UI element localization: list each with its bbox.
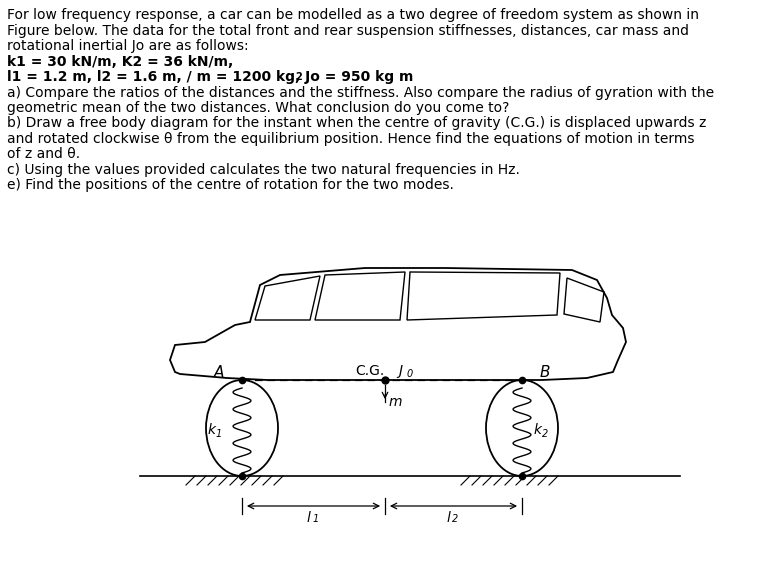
Text: C.G.: C.G.	[355, 364, 384, 378]
Text: geometric mean of the two distances. What conclusion do you come to?: geometric mean of the two distances. Wha…	[7, 101, 509, 115]
Text: k: k	[208, 423, 216, 437]
Text: B: B	[540, 365, 550, 380]
Text: Figure below. The data for the total front and rear suspension stiffnesses, dist: Figure below. The data for the total fro…	[7, 23, 689, 37]
Text: 1: 1	[313, 514, 319, 524]
Text: l: l	[307, 511, 310, 525]
Text: For low frequency response, a car can be modelled as a two degree of freedom sys: For low frequency response, a car can be…	[7, 8, 699, 22]
Text: l: l	[447, 511, 450, 525]
Text: e) Find the positions of the centre of rotation for the two modes.: e) Find the positions of the centre of r…	[7, 179, 454, 193]
Text: k: k	[534, 423, 542, 437]
Text: of z and θ.: of z and θ.	[7, 148, 80, 162]
Text: rotational inertial Jo are as follows:: rotational inertial Jo are as follows:	[7, 39, 248, 53]
Text: J: J	[398, 364, 402, 378]
Text: l1 = 1.2 m, l2 = 1.6 m, / m = 1200 kg, Jo = 950 kg m: l1 = 1.2 m, l2 = 1.6 m, / m = 1200 kg, J…	[7, 70, 413, 84]
Text: k1 = 30 kN/m, K2 = 36 kN/m,: k1 = 30 kN/m, K2 = 36 kN/m,	[7, 54, 233, 68]
Text: m: m	[389, 395, 402, 409]
Text: 2: 2	[296, 72, 303, 82]
Text: 1: 1	[216, 429, 222, 439]
Text: a) Compare the ratios of the distances and the stiffness. Also compare the radiu: a) Compare the ratios of the distances a…	[7, 85, 714, 99]
Text: c) Using the values provided calculates the two natural frequencies in Hz.: c) Using the values provided calculates …	[7, 163, 520, 177]
Text: b) Draw a free body diagram for the instant when the centre of gravity (C.G.) is: b) Draw a free body diagram for the inst…	[7, 116, 707, 130]
Text: A: A	[214, 365, 224, 380]
Text: 0: 0	[407, 369, 413, 379]
Text: 2: 2	[452, 514, 459, 524]
Text: and rotated clockwise θ from the equilibrium position. Hence find the equations : and rotated clockwise θ from the equilib…	[7, 132, 694, 146]
Text: 2: 2	[542, 429, 548, 439]
